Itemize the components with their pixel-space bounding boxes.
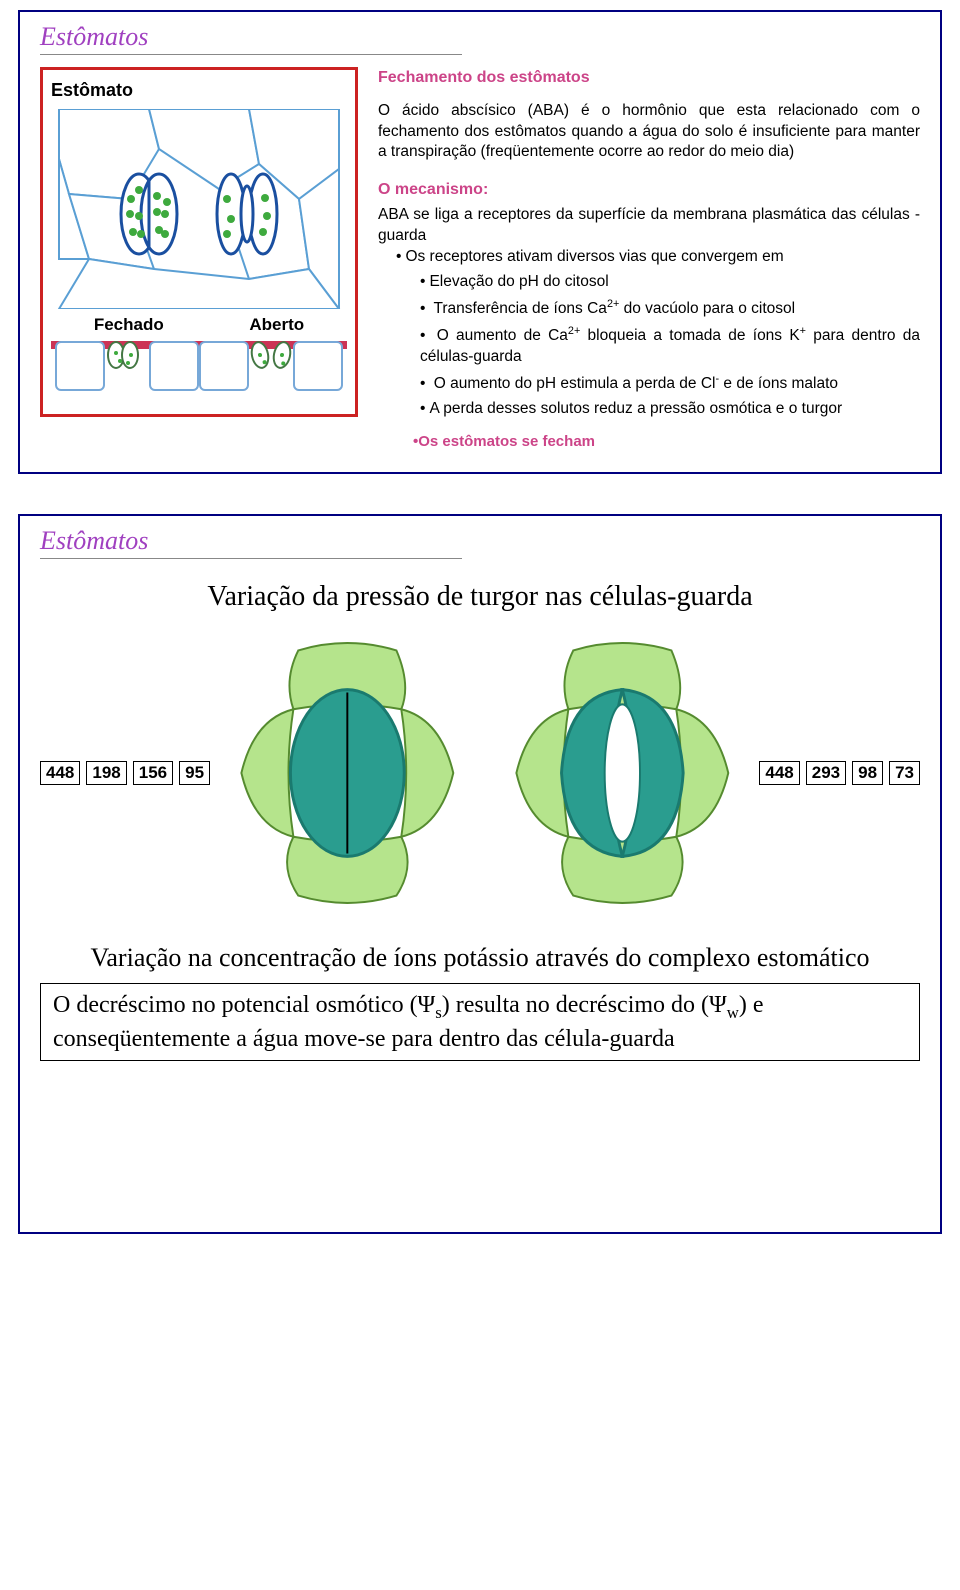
- diagram-top-label: Estômato: [51, 80, 347, 101]
- bullet-1e: A perda desses solutos reduz a pressão o…: [420, 399, 920, 420]
- p-right-0: 448: [759, 761, 799, 785]
- slide-2: Estômatos Variação da pressão de turgor …: [18, 514, 942, 1234]
- p-left-2: 156: [133, 761, 173, 785]
- closed-guard-pair: [107, 341, 147, 369]
- diagram-box: Estômato: [40, 67, 358, 452]
- slide-1: Estômatos Estômato: [18, 10, 942, 474]
- stomata-row: 448 198 156 95: [40, 633, 920, 913]
- slide2-title: Estômatos: [40, 526, 462, 559]
- closing-line: •Os estômatos se fecham: [413, 432, 920, 452]
- mechanism-heading: O mecanismo:: [378, 179, 920, 201]
- slide1-body: Estômato: [40, 67, 920, 452]
- slide1-title: Estômatos: [40, 22, 462, 55]
- concentration-heading: Variação na concentração de íons potássi…: [40, 943, 920, 973]
- turgor-heading: Variação da pressão de turgor nas célula…: [40, 581, 920, 613]
- mechanism-intro: ABA se liga a receptores da superfície d…: [378, 205, 920, 247]
- pressures-left: 448 198 156 95: [40, 761, 210, 785]
- open-stoma: [217, 174, 277, 254]
- bullet-1d: O aumento do pH estimula a perda de Cl- …: [420, 372, 920, 395]
- closed-stomata-complex: [210, 633, 485, 913]
- epidermis-surface: [51, 109, 347, 309]
- closed-label: Fechado: [94, 315, 164, 335]
- bullet-1b: Transferência de íons Ca2+ do vacúolo pa…: [420, 297, 920, 320]
- p-left-3: 95: [179, 761, 210, 785]
- pressures-right: 448 293 98 73: [759, 761, 920, 785]
- cross-section-row: [51, 341, 347, 391]
- closed-stoma: [121, 174, 177, 254]
- open-label: Aberto: [249, 315, 304, 335]
- bullet-1: Os receptores ativam diversos vias que c…: [396, 247, 920, 268]
- p-left-1: 198: [86, 761, 126, 785]
- bullet-level1: Os receptores ativam diversos vias que c…: [378, 247, 920, 420]
- open-stomata-complex: [485, 633, 760, 913]
- cross-open: [199, 341, 343, 391]
- bullet-1a: Elevação do pH do citosol: [420, 272, 920, 293]
- p-left-0: 448: [40, 761, 80, 785]
- conclusion-box: O decréscimo no potencial osmótico (Ψs) …: [40, 983, 920, 1061]
- cross-closed: [55, 341, 199, 391]
- bullet-1c: O aumento de Ca2+ bloqueia a tomada de í…: [420, 324, 920, 368]
- bullet-level2: Elevação do pH do citosol Transferência …: [396, 272, 920, 420]
- state-labels: Fechado Aberto: [51, 315, 347, 335]
- p-right-2: 98: [852, 761, 883, 785]
- p-right-1: 293: [806, 761, 846, 785]
- open-guard-pair: [251, 341, 291, 369]
- section1-heading: Fechamento dos estômatos: [378, 67, 920, 89]
- epidermis-svg: [51, 109, 347, 309]
- para1: O ácido abscísico (ABA) é o hormônio que…: [378, 101, 920, 164]
- text-column: Fechamento dos estômatos O ácido abscísi…: [378, 67, 920, 452]
- estomato-diagram: Estômato: [40, 67, 358, 417]
- p-right-3: 73: [889, 761, 920, 785]
